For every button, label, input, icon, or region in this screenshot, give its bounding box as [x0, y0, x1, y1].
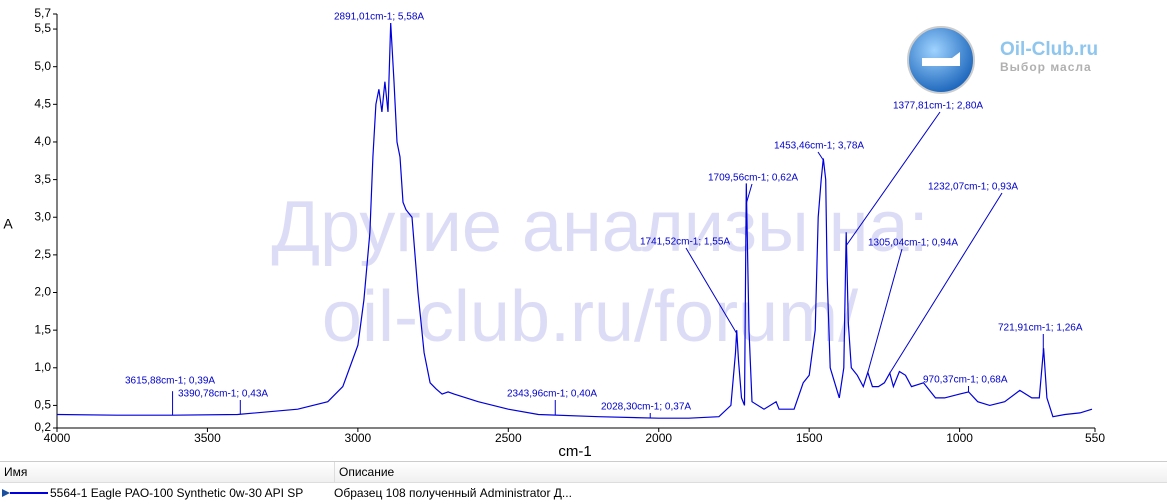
table-header: Имя Описание: [0, 462, 1167, 483]
y-tick-label: 5,7: [34, 6, 51, 20]
y-tick-label: 5,0: [34, 59, 51, 73]
header-cell: Имя: [4, 465, 28, 479]
table: Имя Описание 5564-1 Eagle PAO-100 Synthe…: [0, 461, 1167, 504]
watermark: oil-club.ru/forum/: [322, 277, 858, 357]
spectrum-line: [56, 22, 1093, 419]
x-tick-label: 2000: [645, 431, 672, 445]
y-tick-label: 3,5: [34, 172, 51, 186]
annotation: 2891,01cm-1; 5,58A: [334, 12, 424, 23]
annotation: 1305,04cm-1; 0,94A: [868, 238, 958, 249]
row-marker: [2, 489, 48, 497]
logo-subtitle: Выбор масла: [1000, 60, 1092, 74]
x-tick-label: 1000: [946, 431, 973, 445]
x-tick-label: 4000: [44, 431, 71, 445]
logo: Oil-Club.ru Выбор масла: [907, 26, 1098, 94]
annotation: 3390,78cm-1; 0,43A: [178, 389, 268, 400]
y-tick-label: 5,5: [34, 21, 51, 35]
y-tick-label: 1,5: [34, 322, 51, 336]
annotation: 2343,96cm-1; 0,40A: [507, 389, 597, 400]
annotation: 1377,81cm-1; 2,80A: [893, 101, 983, 112]
x-tick-label: 550: [1085, 431, 1105, 445]
annotation: 1232,07cm-1; 0,93A: [928, 182, 1018, 193]
y-tick-label: 4,0: [34, 134, 51, 148]
annotation-leader: [817, 151, 824, 161]
x-axis-label: cm-1: [558, 443, 591, 460]
y-tick-label: 2,0: [34, 285, 51, 299]
chart: Oil-Club.ru Выбор масла Другие анализы н…: [3, 6, 1105, 460]
x-tick-label: 2500: [495, 431, 522, 445]
y-tick-label: 2,5: [34, 247, 51, 261]
annotation: 1741,52cm-1; 1,55A: [640, 237, 730, 248]
x-tick-label: 3500: [194, 431, 221, 445]
annotation: 1453,46cm-1; 3,78A: [774, 141, 864, 152]
y-tick-label: 4,5: [34, 96, 51, 110]
annotation: 1709,56cm-1; 0,62A: [708, 173, 798, 184]
y-tick-label: 3,0: [34, 209, 51, 223]
header-cell: Описание: [334, 462, 394, 482]
y-tick-label: 1,0: [34, 360, 51, 374]
annotation-leader: [889, 192, 1003, 374]
annotation-leader: [685, 247, 737, 334]
logo-icon: [922, 52, 960, 66]
logo-title: Oil-Club.ru: [1000, 39, 1098, 60]
row-cell: 5564-1 Eagle PAO-100 Synthetic 0w-30 API…: [50, 486, 304, 500]
y-axis-label: A: [3, 216, 13, 232]
annotation-leader: [745, 183, 753, 205]
annotation: 721,91cm-1; 1,26A: [998, 323, 1083, 334]
annotation-leader: [867, 248, 903, 373]
y-tick-label: 0,5: [34, 398, 51, 412]
x-tick-label: 1500: [796, 431, 823, 445]
y-tick-label: 0,2: [34, 420, 51, 434]
annotation: 970,37cm-1; 0,68A: [923, 375, 1008, 386]
x-tick-label: 3000: [345, 431, 372, 445]
row-cell: Образец 108 полученный Administrator Д..…: [334, 486, 572, 500]
annotation: 3615,88cm-1; 0,39A: [125, 376, 215, 387]
annotation-leader: [845, 111, 941, 247]
table-row[interactable]: 5564-1 Eagle PAO-100 Synthetic 0w-30 API…: [0, 483, 1167, 503]
annotation: 2028,30cm-1; 0,37A: [601, 402, 691, 413]
